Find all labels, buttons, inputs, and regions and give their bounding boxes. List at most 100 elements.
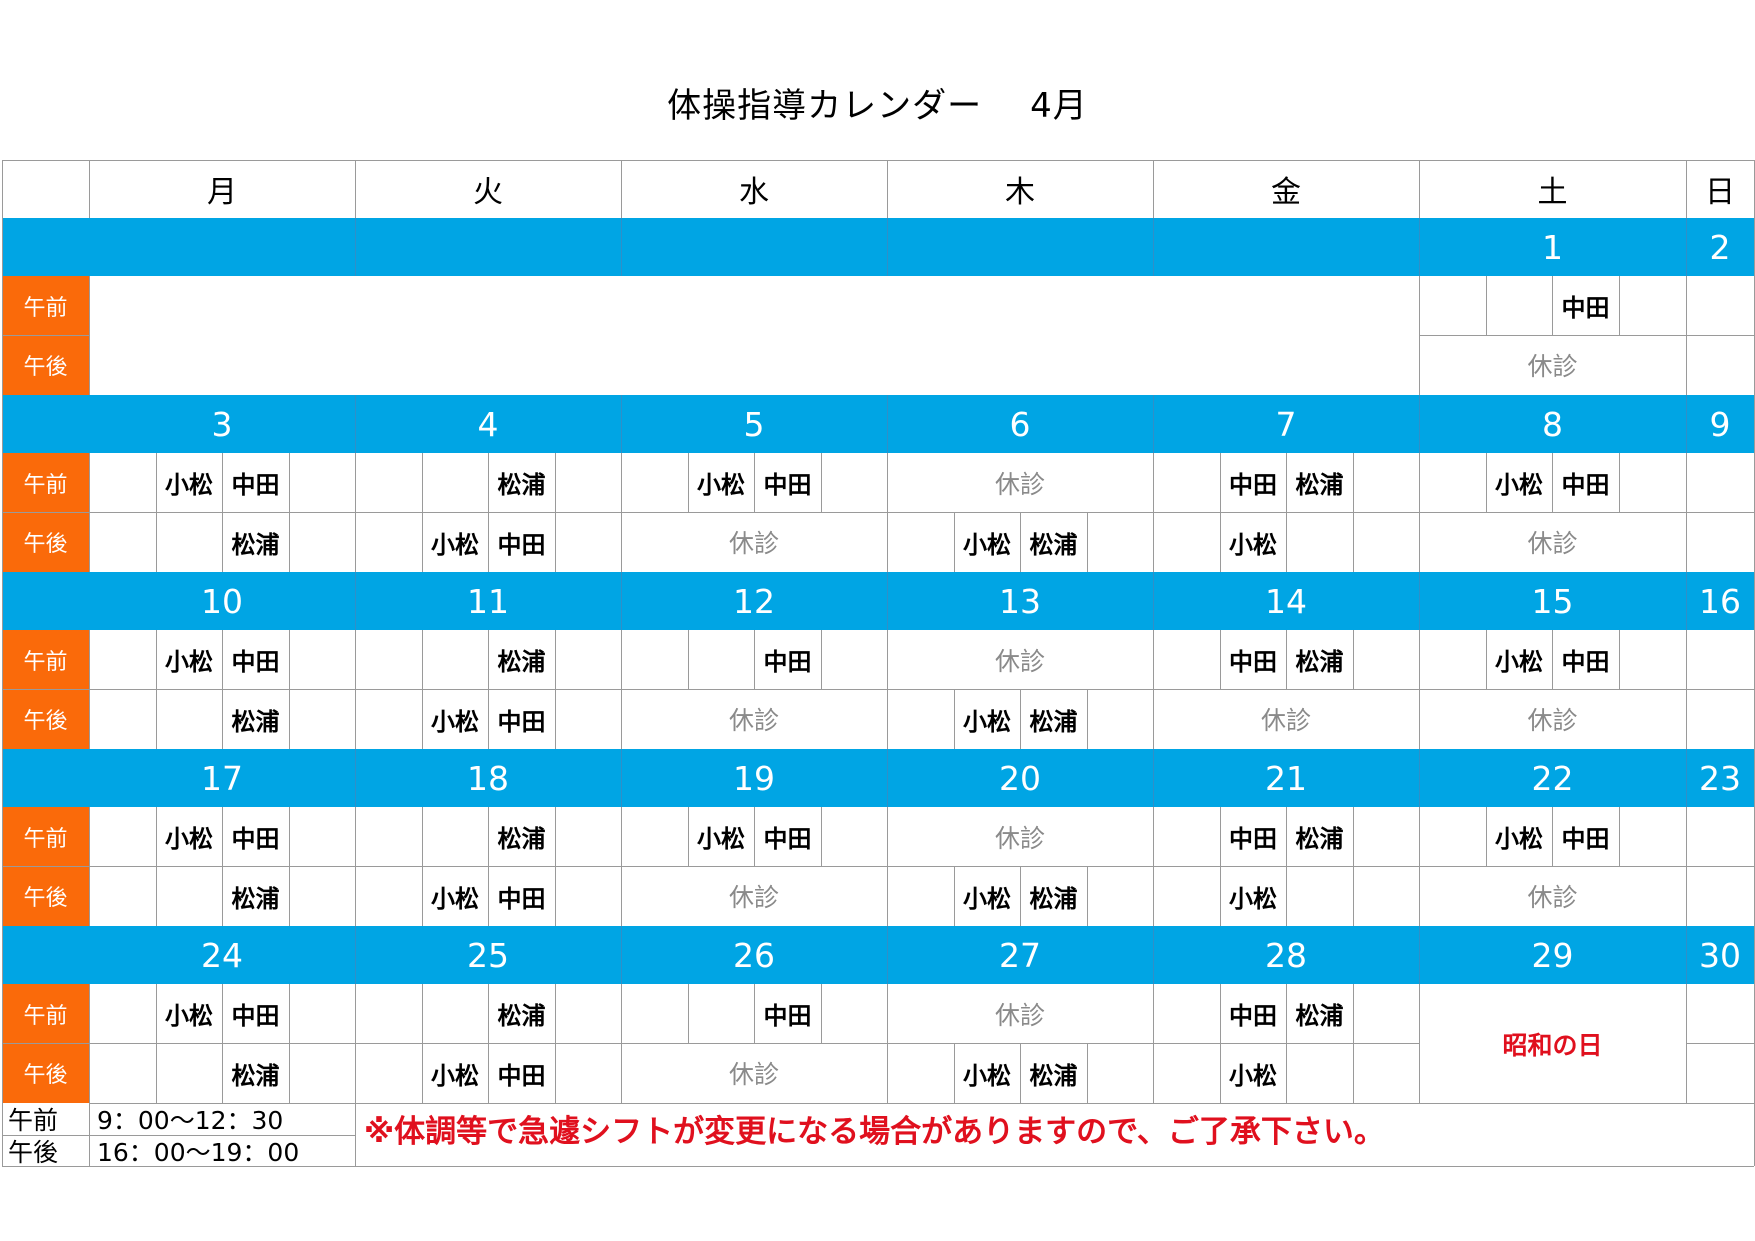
date-number: 29 [1531,935,1574,975]
grid-line [1353,866,1354,926]
holiday-label: 昭和の日 [1502,1030,1603,1060]
grid-line [488,630,489,689]
grid-line [222,984,223,1043]
grid-line [954,689,955,749]
grid-line [422,984,423,1043]
grid-line [621,512,887,513]
band-divider [355,749,356,807]
grid-line [2,689,89,690]
weekday-header: 木 [1005,175,1035,210]
grid-line [688,453,689,512]
calendar-title: 体操指導カレンダー [667,86,983,126]
instructor-name: 中田 [763,471,812,499]
date-number [1153,218,1419,276]
instructor-name: 中田 [1561,471,1610,499]
grid-line [2,160,1754,161]
instructor-name: 松浦 [231,707,280,736]
grid-line [222,453,223,512]
grid-line [1087,512,1088,572]
date-number: 6 [1009,404,1031,444]
instructor-name: 小松 [1229,884,1277,913]
weekday-header: 日 [1705,175,1735,210]
grid-line [422,866,423,926]
instructor-name: 小松 [1229,530,1277,559]
band-divider [1686,395,1687,453]
grid-line [156,689,157,749]
grid-line [1419,160,1420,218]
footer-am-time: 9：00～12：30 [97,1106,284,1135]
grid-line [621,689,887,690]
shift-change-note: ※体調等で急遽シフトが変更になる場合がありますので、ご了承下さい。 [364,1114,1385,1150]
grid-line [754,984,755,1043]
grid-line [1220,866,1221,926]
grid-line [89,1103,90,1166]
grid-line [555,807,556,866]
grid-line [156,453,157,512]
grid-line [688,984,689,1043]
pm-label: 午後 [2,1043,89,1103]
date-number: 13 [999,581,1041,621]
instructor-name: 松浦 [1029,884,1078,913]
date-number: 3 [211,404,233,444]
instructor-name: 松浦 [231,530,280,559]
grid-line [621,1043,887,1044]
grid-line [488,866,489,926]
instructor-name: 小松 [1495,471,1543,499]
grid-line [621,160,622,218]
date-number: 10 [201,581,243,621]
instructor-name: 松浦 [1029,530,1078,559]
band-divider [1686,749,1687,807]
closed-label: 休診 [728,1060,779,1089]
instructor-name: 中田 [1229,825,1277,853]
grid-line [488,807,489,866]
band-divider [1153,395,1154,453]
grid-line [1686,512,1754,513]
instructor-name: 中田 [231,825,280,853]
date-number: 24 [201,935,243,975]
weekday-header: 火 [473,175,503,210]
instructor-name: 中田 [497,707,546,736]
am-label: 午前 [2,276,89,335]
band-divider [1419,218,1420,276]
date-number [887,218,1153,276]
closed-label: 休診 [994,1000,1045,1030]
grid-line [1619,276,1620,335]
date-row-band [2,218,1754,276]
grid-line [1220,807,1221,866]
instructor-name: 小松 [431,1061,479,1090]
grid-line [954,512,955,572]
grid-line [2,1135,355,1136]
date-number: 30 [1699,935,1741,975]
instructor-name: 中田 [1229,471,1277,499]
grid-line [1419,866,1686,867]
grid-line [1686,1043,1754,1044]
grid-line [1286,807,1287,866]
instructor-name: 松浦 [1029,707,1078,736]
instructor-name: 中田 [1561,825,1610,853]
date-number: 4 [477,404,499,444]
instructor-name: 松浦 [497,648,546,676]
grid-line [1686,160,1687,218]
grid-line [1220,984,1221,1043]
grid-line [1020,866,1021,926]
instructor-name: 松浦 [231,1061,280,1090]
date-number: 19 [733,758,775,798]
instructor-name: 小松 [431,530,479,559]
grid-line [1419,335,1686,336]
grid-line [222,689,223,749]
calendar-month: 4月 [1030,86,1088,126]
grid-line [1087,1043,1088,1103]
grid-line [488,984,489,1043]
grid-line [754,630,755,689]
date-number: 9 [1709,404,1731,444]
instructor-name: 小松 [1495,648,1543,676]
grid-line [89,276,90,395]
grid-line [954,1043,955,1103]
date-number: 27 [999,935,1041,975]
grid-line [621,866,887,867]
grid-line [289,512,290,572]
date-number: 5 [743,404,765,444]
grid-line [89,160,90,218]
grid-line [1220,630,1221,689]
grid-line [1552,276,1553,335]
